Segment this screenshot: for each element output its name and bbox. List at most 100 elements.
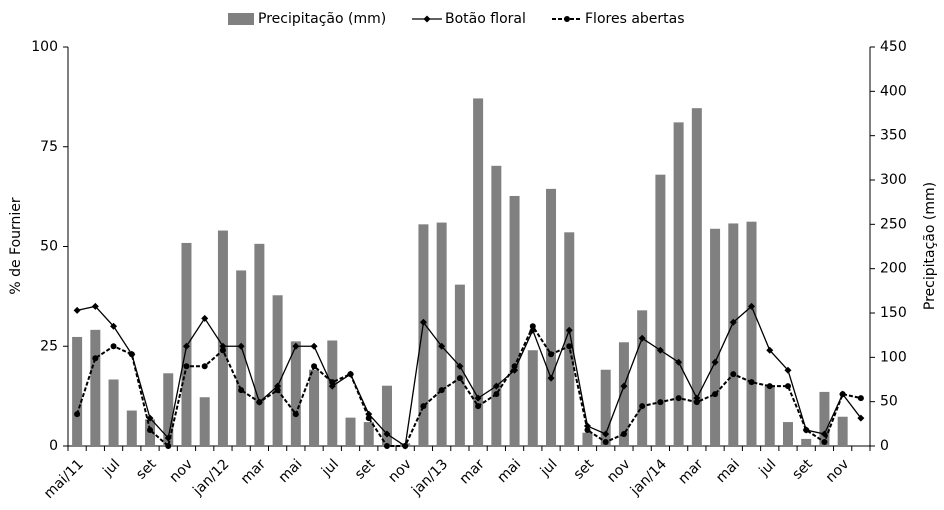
marker bbox=[474, 394, 482, 402]
y2-tick-label: 350 bbox=[880, 128, 907, 144]
x-tick-label: set bbox=[352, 456, 379, 483]
legend-label: Precipitação (mm) bbox=[258, 11, 386, 27]
bar bbox=[436, 222, 447, 446]
marker bbox=[110, 343, 117, 350]
bar bbox=[309, 369, 320, 446]
bar bbox=[673, 122, 684, 446]
bar bbox=[199, 397, 210, 446]
marker bbox=[347, 371, 354, 378]
marker bbox=[219, 347, 226, 354]
marker bbox=[110, 322, 118, 330]
y-tick-label: 25 bbox=[40, 338, 58, 354]
marker bbox=[565, 326, 573, 334]
marker bbox=[237, 342, 245, 350]
bar bbox=[327, 340, 338, 446]
marker bbox=[182, 342, 190, 350]
y-tick-label: 0 bbox=[49, 438, 58, 454]
y2-axis-label: Precipitação (mm) bbox=[922, 182, 938, 310]
marker bbox=[638, 334, 646, 342]
x-tick-label: set bbox=[571, 456, 598, 483]
x-tick-label: set bbox=[133, 456, 160, 483]
bar bbox=[728, 223, 739, 446]
marker bbox=[584, 427, 591, 434]
marker bbox=[784, 383, 791, 390]
marker bbox=[656, 346, 664, 354]
marker bbox=[475, 403, 482, 410]
bar bbox=[782, 422, 793, 446]
marker bbox=[201, 314, 209, 322]
y2-tick-label: 100 bbox=[880, 349, 907, 365]
y-tick-label: 50 bbox=[40, 239, 58, 255]
legend-swatch bbox=[228, 13, 254, 25]
marker bbox=[274, 387, 281, 394]
marker bbox=[420, 403, 427, 410]
bar bbox=[655, 174, 666, 446]
marker bbox=[748, 302, 756, 310]
y-axis-label: % de Fournier bbox=[8, 197, 24, 295]
bar bbox=[637, 310, 648, 446]
marker bbox=[675, 358, 683, 366]
marker bbox=[311, 363, 318, 370]
marker bbox=[620, 431, 627, 438]
marker bbox=[712, 391, 719, 398]
marker bbox=[748, 379, 755, 386]
marker bbox=[292, 411, 299, 418]
marker bbox=[74, 411, 81, 418]
bar bbox=[345, 417, 356, 446]
marker bbox=[675, 395, 682, 402]
y-tick-label: 100 bbox=[31, 39, 58, 55]
y2-tick-label: 0 bbox=[880, 438, 889, 454]
marker bbox=[693, 399, 700, 406]
bar bbox=[746, 221, 757, 446]
legend-marker bbox=[423, 15, 431, 23]
bar bbox=[691, 108, 702, 447]
bar bbox=[363, 422, 374, 446]
marker bbox=[639, 403, 646, 410]
marker bbox=[201, 363, 208, 370]
marker bbox=[147, 427, 154, 434]
marker bbox=[91, 302, 99, 310]
marker bbox=[438, 342, 446, 350]
y2-tick-label: 300 bbox=[880, 172, 907, 188]
bar bbox=[126, 410, 137, 446]
marker bbox=[548, 351, 555, 358]
bar bbox=[564, 232, 575, 446]
x-tick-label: jul bbox=[756, 456, 780, 480]
x-tick-label: jan/14 bbox=[627, 456, 670, 499]
line bbox=[76, 305, 862, 448]
bar bbox=[527, 350, 538, 446]
bar bbox=[290, 341, 301, 446]
marker bbox=[602, 439, 609, 446]
marker bbox=[566, 343, 573, 350]
bar bbox=[163, 373, 174, 446]
marker bbox=[766, 383, 773, 390]
bar bbox=[509, 195, 520, 446]
x-tick-label: nov bbox=[167, 456, 197, 486]
marker bbox=[329, 379, 336, 386]
marker bbox=[857, 395, 864, 402]
marker bbox=[456, 375, 463, 382]
marker bbox=[821, 439, 828, 446]
y2-tick-label: 450 bbox=[880, 39, 907, 55]
line bbox=[76, 324, 862, 448]
x-tick-label: jul bbox=[318, 456, 342, 480]
marker bbox=[365, 415, 372, 422]
marker bbox=[547, 374, 555, 382]
marker bbox=[492, 382, 500, 390]
x-tick-label: set bbox=[789, 456, 816, 483]
bar bbox=[801, 438, 812, 446]
marker bbox=[438, 387, 445, 394]
marker bbox=[766, 346, 774, 354]
marker bbox=[419, 318, 427, 326]
bar bbox=[819, 391, 830, 446]
marker bbox=[402, 443, 409, 449]
x-tick-label: mar bbox=[238, 456, 269, 487]
marker bbox=[73, 306, 81, 314]
x-tick-label: jan/13 bbox=[408, 456, 451, 499]
y2-tick-label: 250 bbox=[880, 216, 907, 232]
legend-label: Flores abertas bbox=[585, 11, 685, 27]
bar bbox=[473, 98, 484, 446]
marker bbox=[730, 371, 737, 378]
x-tick-label: mai/11 bbox=[41, 456, 87, 502]
x-tick-label: jul bbox=[537, 456, 561, 480]
